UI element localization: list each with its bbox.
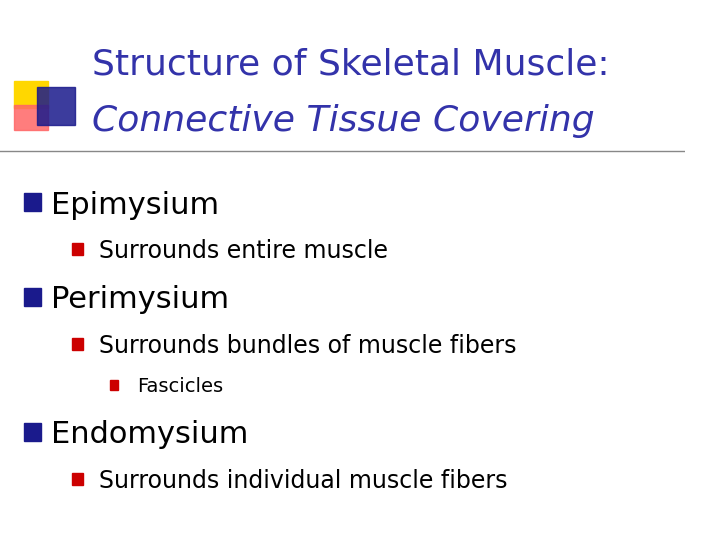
Bar [24, 423, 40, 441]
Bar [109, 381, 118, 390]
Text: Surrounds entire muscle: Surrounds entire muscle [99, 239, 388, 263]
Text: Epimysium: Epimysium [51, 191, 220, 220]
Text: Perimysium: Perimysium [51, 285, 230, 314]
Bar [37, 87, 76, 125]
Text: Endomysium: Endomysium [51, 420, 248, 449]
Text: Surrounds bundles of muscle fibers: Surrounds bundles of muscle fibers [99, 334, 517, 357]
Bar [14, 105, 48, 130]
Text: Surrounds individual muscle fibers: Surrounds individual muscle fibers [99, 469, 508, 492]
Bar [72, 473, 83, 485]
Text: Structure of Skeletal Muscle:: Structure of Skeletal Muscle: [92, 48, 610, 82]
Bar [24, 288, 40, 306]
Bar [72, 244, 83, 255]
Text: Connective Tissue Covering: Connective Tissue Covering [92, 105, 595, 138]
Text: Fascicles: Fascicles [137, 376, 223, 396]
Bar [24, 193, 40, 211]
Bar [72, 338, 83, 350]
Bar [14, 81, 48, 108]
